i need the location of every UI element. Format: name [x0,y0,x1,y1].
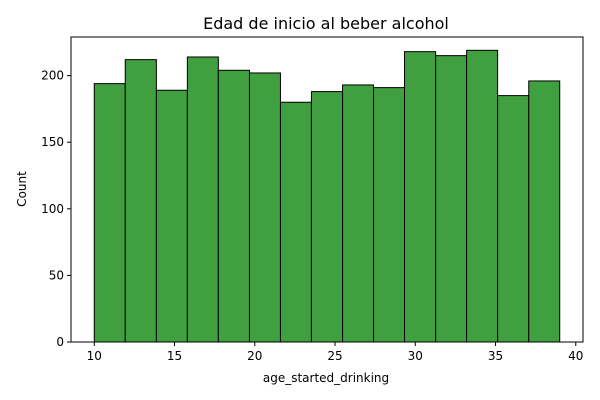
plot-frame [70,36,584,343]
histogram-bar [342,84,375,343]
histogram-bar [248,72,281,343]
histogram-bar [124,59,157,343]
x-tick-label: 10 [87,349,102,363]
histogram-bar [528,80,561,343]
histogram-bar [279,101,312,343]
histogram-bar [497,95,530,343]
bars-group [93,49,561,343]
histogram-bar [373,87,406,343]
y-axis-ticks: 0 50 100 150 200 [41,69,71,349]
x-tick-label: 40 [568,349,583,363]
x-tick-label: 15 [167,349,182,363]
histogram-bar [186,56,219,343]
chart-title: Edad de inicio al beber alcohol [203,14,449,33]
histogram-bar [310,91,344,343]
y-tick-label: 0 [56,335,64,349]
histogram-bar [217,69,250,343]
histogram-bar [155,89,188,343]
x-axis-ticks: 10 15 20 25 30 35 40 [87,342,583,363]
x-tick-label: 20 [247,349,262,363]
histogram-bar [404,51,437,343]
y-tick-label: 100 [41,202,64,216]
x-tick-label: 25 [327,349,342,363]
x-axis-label: age_started_drinking [263,371,389,385]
x-tick-label: 35 [488,349,503,363]
x-tick-label: 30 [408,349,423,363]
y-tick-label: 150 [41,135,64,149]
y-tick-label: 50 [49,268,64,282]
histogram-bar [466,49,499,343]
histogram-bar [435,55,468,343]
histogram-bar [93,83,126,343]
y-axis-label: Count [15,171,29,207]
y-tick-label: 200 [41,69,64,83]
